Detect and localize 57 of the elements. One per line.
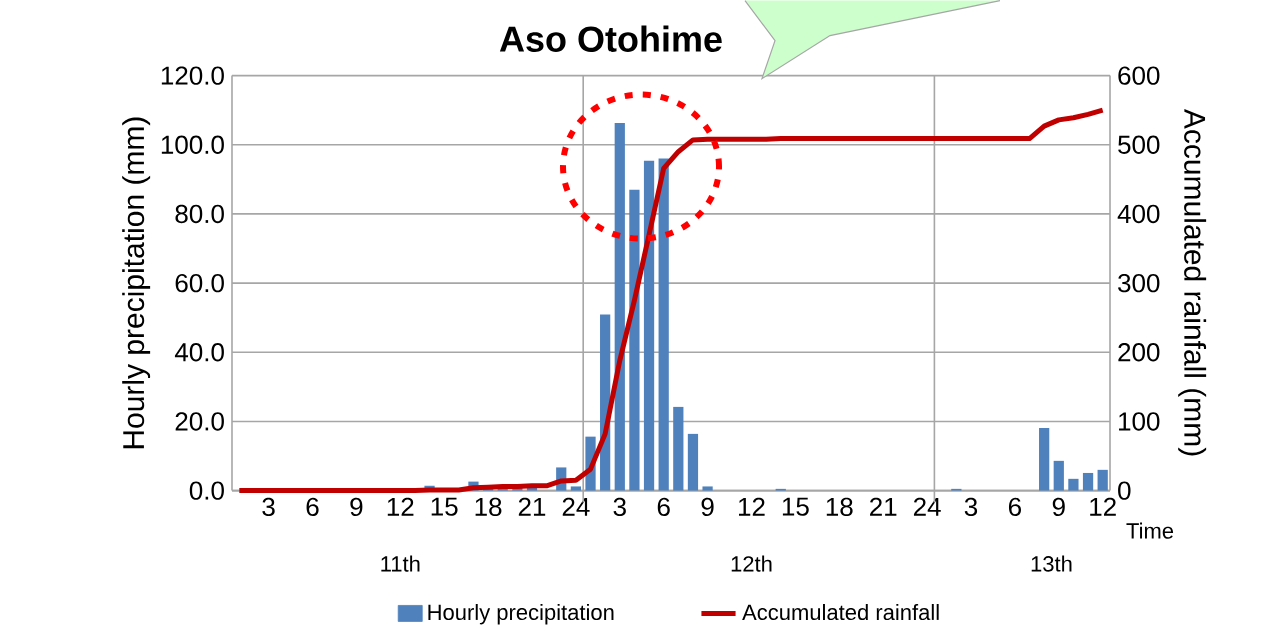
x-axis-title: Time — [1126, 522, 1174, 539]
bar — [643, 160, 655, 491]
bar — [702, 486, 713, 491]
y2-tick-label: 200 — [1118, 343, 1160, 362]
x-tick-label: 3 — [964, 497, 978, 517]
text: 13th — [1031, 555, 1072, 572]
x-tick-label: 18 — [826, 497, 853, 517]
y-tick-label: 40.0 — [174, 343, 224, 362]
y2-tick-label: 0 — [1118, 481, 1131, 500]
y2-axis-title: Accumulated rainfall (mm) — [1178, 109, 1207, 456]
bar — [570, 486, 582, 491]
x-tick-label: 12 — [739, 497, 765, 517]
x-tick-label: 9 — [350, 497, 363, 517]
text: 11th — [381, 555, 420, 572]
x-tick-label: 6 — [306, 497, 319, 517]
legend-label: Accumulated rainfall — [742, 604, 939, 621]
bar — [1068, 479, 1079, 491]
text: 12th — [731, 555, 772, 572]
bar — [687, 434, 699, 491]
x-tick-label: 15 — [431, 497, 458, 516]
bar — [629, 189, 640, 491]
bar — [1039, 428, 1050, 491]
y2-tick-label: 600 — [1118, 66, 1160, 85]
x-tick-label: 9 — [701, 497, 714, 517]
legend-label: Hourly precipitation — [428, 604, 614, 625]
y-tick-label: 100.0 — [161, 135, 224, 155]
x-tick-label: 6 — [657, 497, 670, 517]
bar — [1053, 461, 1064, 491]
y-tick-label: 0.0 — [189, 481, 224, 500]
y-tick-label: 60.0 — [175, 274, 224, 293]
bar — [1082, 473, 1094, 491]
y2-tick-label: 500 — [1118, 135, 1160, 155]
y-tick-label: 120.0 — [161, 66, 224, 85]
x-tick-label: 21 — [870, 497, 897, 517]
x-tick-label: 24 — [913, 497, 941, 517]
x-tick-label: 3 — [262, 497, 275, 517]
bar — [658, 158, 669, 491]
y-tick-label: 20.0 — [175, 412, 224, 431]
x-tick-label: 18 — [475, 497, 502, 517]
bar — [673, 407, 684, 491]
y-axis-title: Hourly precipitation (mm) — [122, 117, 151, 449]
y2-tick-label: 300 — [1118, 274, 1160, 293]
x-tick-label: 15 — [782, 497, 809, 516]
y2-tick-label: 400 — [1117, 204, 1160, 224]
x-tick-label: 21 — [518, 497, 546, 517]
bar — [526, 488, 538, 491]
y-tick-label: 80.0 — [175, 204, 224, 224]
x-tick-label: 3 — [613, 497, 626, 517]
bar — [614, 123, 625, 491]
x-tick-label: 6 — [1008, 497, 1021, 517]
x-tick-label: 9 — [1052, 497, 1065, 517]
x-tick-label: 24 — [562, 497, 590, 517]
x-tick-label: 12 — [387, 497, 414, 517]
y2-tick-label: 100 — [1119, 412, 1160, 431]
x-tick-label: 12 — [1090, 497, 1116, 517]
bar — [1097, 470, 1108, 491]
chart-title: Aso Otohime — [499, 25, 722, 53]
